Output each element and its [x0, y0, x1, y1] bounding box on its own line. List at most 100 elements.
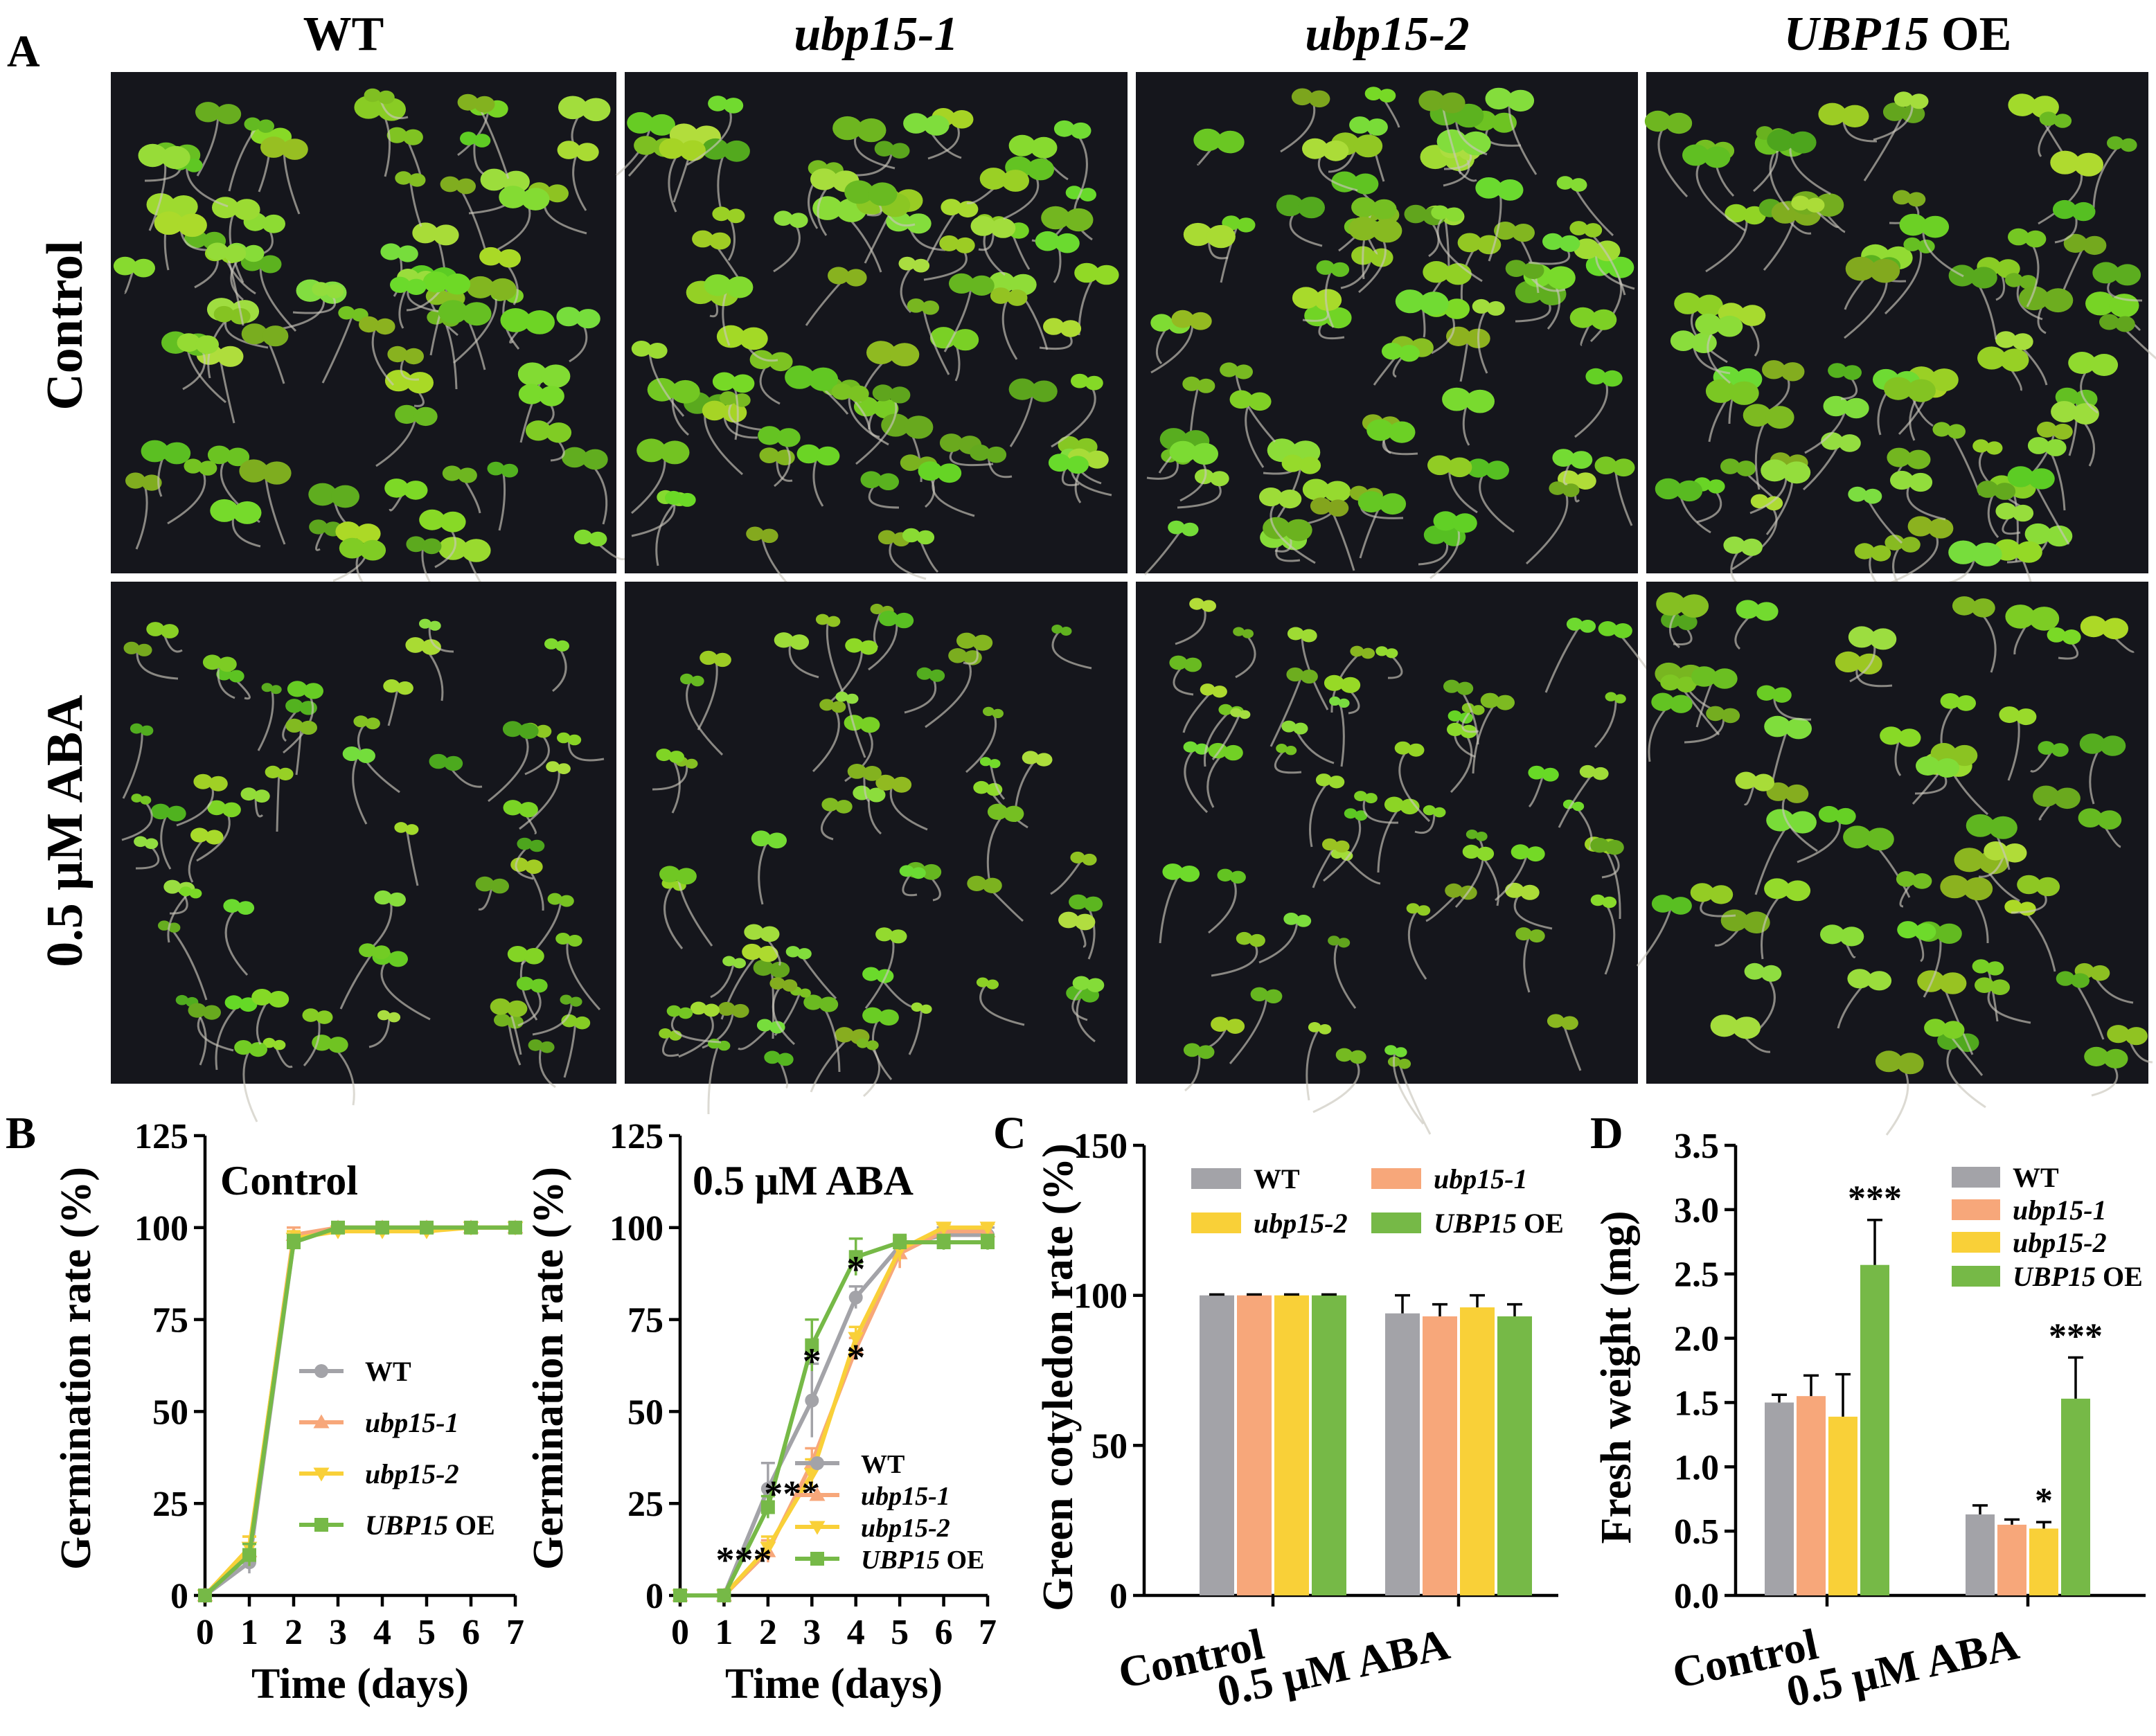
significance-marker: *** — [715, 1539, 772, 1581]
seedling-cotyledon — [1656, 592, 1686, 616]
seedling-cotyledon — [1382, 343, 1403, 360]
seedling-cotyledon — [2053, 787, 2081, 809]
seedling-cotyledon — [473, 134, 491, 147]
seedling-cotyledon — [691, 675, 704, 687]
seedling-cotyledon — [339, 537, 366, 559]
seedling-cotyledon — [1781, 362, 1805, 382]
seedling-cotyledon — [1579, 764, 1596, 778]
seedling-root — [1523, 933, 1531, 993]
seedling-cotyledon — [395, 171, 412, 185]
seedling-cotyledon — [1552, 449, 1575, 467]
seedling-cotyledon — [1986, 441, 2003, 455]
seedling-cotyledon — [546, 761, 560, 772]
legend-swatch-ubp15-1 — [1952, 1199, 2000, 1220]
seedling-cotyledon — [285, 718, 303, 733]
seedling-cotyledon — [2056, 971, 2075, 986]
seedling-cotyledon — [386, 127, 407, 143]
seedling-cotyledon — [326, 284, 344, 298]
seedling-cotyledon — [1522, 262, 1544, 279]
seedling-cotyledon — [1695, 294, 1723, 316]
seedling-cotyledon — [1324, 674, 1344, 691]
seedling-cotyledon — [1842, 365, 1862, 380]
seedling-cotyledon — [1006, 289, 1028, 306]
seedling-cotyledon — [2015, 541, 2042, 563]
seedling-cotyledon — [168, 922, 181, 933]
x-tick-label: 1 — [240, 1613, 258, 1652]
seedling-cotyledon — [440, 511, 466, 533]
seedling-cotyledon — [2125, 1027, 2148, 1046]
seedling-cotyledon — [912, 258, 930, 273]
seedling-cotyledon — [383, 679, 400, 693]
seedling-cotyledon — [540, 1041, 555, 1053]
seedling-cotyledon — [1975, 977, 1995, 993]
seedling-cotyledon — [1590, 894, 1605, 906]
seedling-cotyledon — [1248, 392, 1272, 411]
seedling-cotyledon — [898, 256, 916, 271]
seedling-cotyledon — [141, 474, 162, 491]
seedling-cotyledon — [1407, 743, 1425, 757]
data-point-ubp15-2 — [848, 1332, 864, 1346]
seedling-cotyledon — [1720, 909, 1749, 931]
seedling-cotyledon — [1590, 309, 1617, 330]
bar-ubp15-1 — [1797, 1396, 1826, 1595]
legend-label-ubp15-oe: UBP15 OE — [861, 1546, 984, 1575]
seedling-cotyledon — [1703, 146, 1731, 168]
series-line-ubp15-2 — [680, 1225, 988, 1598]
seedling-cotyledon — [1947, 424, 1966, 439]
seedling-cotyledon — [299, 701, 317, 715]
seedling-cotyledon — [438, 537, 468, 560]
seedling-cotyledon — [636, 438, 666, 463]
seedling-cotyledon — [659, 1028, 672, 1039]
seedling-cotyledon — [923, 115, 950, 136]
seedling-cotyledon — [488, 278, 517, 301]
seedling-cotyledon — [1865, 827, 1894, 851]
seedling-cotyledon — [547, 893, 562, 905]
seedling-cotyledon — [1447, 457, 1472, 478]
seedling-cotyledon — [1233, 627, 1245, 636]
seedling-cotyledon — [1378, 89, 1396, 103]
seedling-cotyledon — [1739, 305, 1766, 326]
seedling-cotyledon — [774, 211, 793, 226]
seedling-cotyledon — [1716, 315, 1743, 337]
seedling-cotyledon — [753, 959, 774, 976]
seedling-cotyledon — [206, 242, 229, 260]
seedling-cotyledon — [759, 447, 779, 463]
seedling-cotyledon — [704, 274, 731, 296]
seedling-cotyledon — [785, 365, 814, 389]
seedling-cotyledon — [529, 839, 545, 852]
seedling-cotyledon — [1445, 207, 1463, 222]
legend-marker-ubp15-2 — [313, 1467, 330, 1482]
seedling-cotyledon — [2033, 785, 2060, 807]
seedling-cotyledon — [419, 509, 445, 530]
seedling-cotyledon — [1337, 938, 1351, 948]
bar-ubp15-2 — [1274, 1295, 1309, 1595]
seedling-cotyledon — [1263, 517, 1290, 539]
seedling-cotyledon — [525, 420, 551, 441]
seedling-cotyledon — [260, 136, 287, 158]
seedling-cotyledon — [990, 218, 1016, 238]
y-tick-label: 1.0 — [1674, 1448, 1719, 1487]
seedling-cotyledon — [215, 104, 242, 125]
seedling-cotyledon — [847, 764, 867, 779]
seedling-cotyledon — [1348, 217, 1379, 241]
seedling-cotyledon — [1666, 112, 1693, 134]
bar-ubp15-oe — [1860, 1264, 1889, 1595]
seedling-cotyledon — [222, 802, 241, 818]
seedling-cotyledon — [976, 977, 989, 987]
seedling-cotyledon — [1234, 364, 1253, 379]
seedling-cotyledon — [1520, 884, 1540, 900]
seedling-cotyledon — [1249, 933, 1265, 947]
data-point-wt — [848, 1290, 863, 1305]
seedling-cotyledon — [1384, 1045, 1398, 1055]
seedling-cotyledon — [1818, 102, 1846, 125]
seedling-cotyledon — [555, 640, 569, 652]
seedling-cotyledon — [723, 98, 744, 114]
seedling-cotyledon — [2063, 233, 2087, 253]
seedling-cotyledon — [979, 168, 1008, 190]
seedling-cotyledon — [702, 138, 729, 160]
bar-wt — [1200, 1295, 1234, 1595]
seedling-cotyledon — [1907, 379, 1936, 402]
seedling-cotyledon — [797, 948, 812, 960]
seedling-cotyledon — [2115, 316, 2135, 332]
seedling-cotyledon — [524, 310, 555, 334]
